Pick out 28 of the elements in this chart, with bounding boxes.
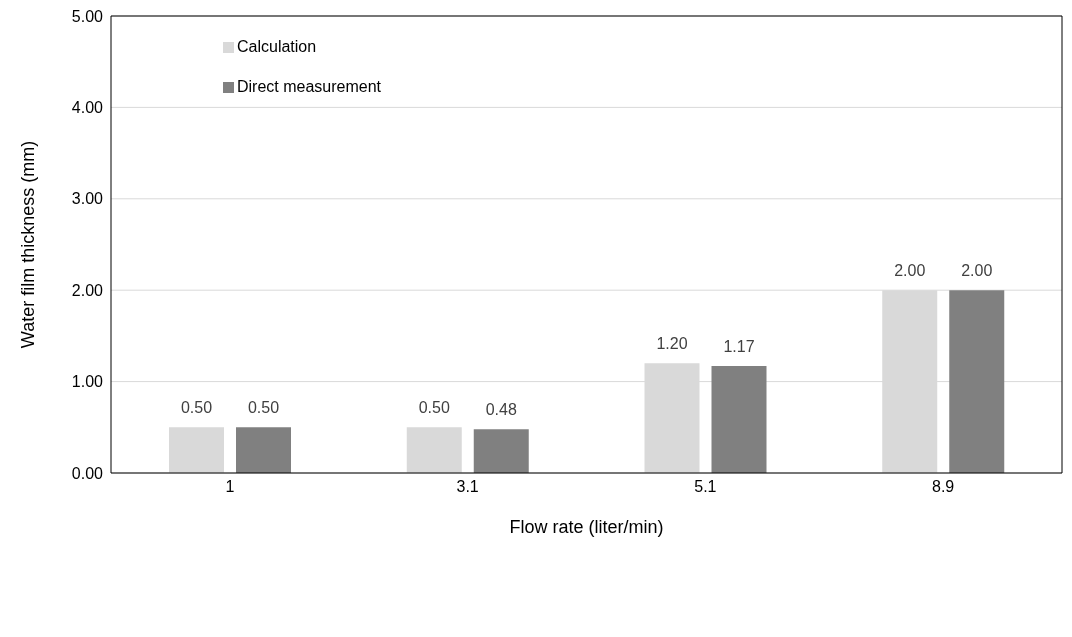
x-tick-label: 1 xyxy=(225,478,235,496)
y-tick-label: 5.00 xyxy=(71,7,104,25)
data-label: 1.20 xyxy=(656,335,688,353)
x-tick-label: 5.1 xyxy=(694,478,717,496)
y-tick-label: 3.00 xyxy=(71,190,104,208)
x-tick-label: 8.9 xyxy=(932,478,955,496)
bar xyxy=(406,427,462,473)
bar xyxy=(236,427,291,473)
data-label: 0.50 xyxy=(418,399,450,417)
x-axis-title: Flow rate (liter/min) xyxy=(509,517,664,537)
bar xyxy=(949,290,1005,473)
x-tick-label: 3.1 xyxy=(456,478,479,496)
bar xyxy=(473,429,529,473)
y-tick-label: 1.00 xyxy=(71,373,104,391)
data-label: 0.50 xyxy=(180,399,213,417)
legend-label: Direct measurement xyxy=(237,78,382,96)
y-tick-label: 2.00 xyxy=(71,281,104,299)
bar xyxy=(169,427,224,473)
data-label: 0.50 xyxy=(247,399,280,417)
y-tick-label: 0.00 xyxy=(71,464,104,482)
bar xyxy=(711,366,767,473)
legend-label: Calculation xyxy=(237,38,317,56)
y-axis-title: Water film thickness (mm) xyxy=(18,140,39,349)
data-label: 0.48 xyxy=(485,401,517,419)
y-tick-label: 4.00 xyxy=(71,99,104,117)
data-label: 2.00 xyxy=(961,262,993,280)
data-label: 1.17 xyxy=(723,338,755,356)
data-label: 2.00 xyxy=(894,262,926,280)
